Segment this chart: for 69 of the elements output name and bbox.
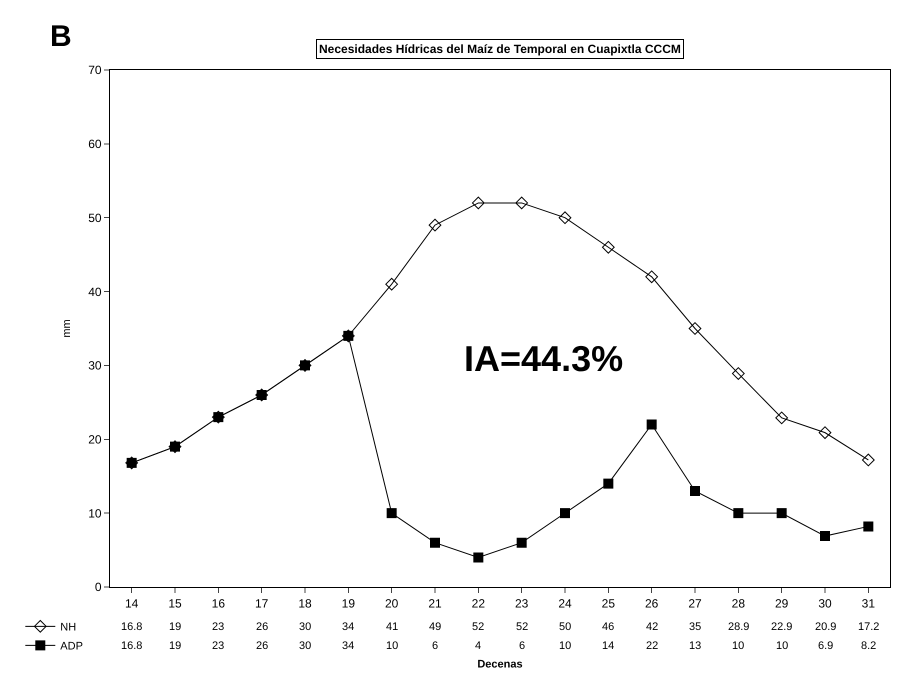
chart-title: Necesidades Hídricas del Maíz de Temporal en Cuapixtla CCCM bbox=[319, 42, 681, 56]
x-tick-label: 19 bbox=[342, 596, 356, 610]
data-label: 6.9 bbox=[818, 640, 834, 652]
data-label: 10 bbox=[732, 640, 744, 652]
x-tick-label: 17 bbox=[254, 596, 269, 610]
data-label: 34 bbox=[342, 640, 354, 652]
data-label: 8.2 bbox=[861, 640, 876, 652]
data-label: 52 bbox=[516, 621, 528, 633]
data-label: 19 bbox=[169, 640, 182, 652]
text: B bbox=[50, 20, 72, 53]
x-tick-label: 28 bbox=[732, 596, 746, 610]
data-label: 35 bbox=[689, 621, 702, 633]
y-tick-label: 20 bbox=[88, 432, 102, 446]
data-label: 28.9 bbox=[728, 621, 750, 633]
data-label: 22 bbox=[646, 640, 658, 652]
data-label: 16.8 bbox=[121, 640, 142, 652]
data-label: 13 bbox=[689, 640, 702, 652]
data-label: 42 bbox=[646, 621, 658, 633]
data-label: 46 bbox=[602, 621, 614, 633]
data-label: 50 bbox=[559, 621, 572, 633]
data-label: 26 bbox=[256, 621, 268, 633]
data-label: 23 bbox=[212, 621, 224, 633]
x-axis-title: Decenas bbox=[477, 658, 523, 671]
x-tick-label: 20 bbox=[384, 596, 399, 610]
data-label: 20.9 bbox=[815, 621, 836, 633]
data-label: 41 bbox=[386, 621, 398, 633]
x-tick-label: 25 bbox=[602, 596, 616, 610]
x-tick-label: 18 bbox=[298, 596, 312, 610]
data-label: 14 bbox=[602, 640, 614, 652]
annotation: IA=44.3% bbox=[464, 338, 624, 379]
x-tick-label: 15 bbox=[168, 596, 182, 610]
y-tick-label: 50 bbox=[88, 210, 102, 225]
x-tick-label: 23 bbox=[514, 596, 529, 610]
data-label: 6 bbox=[519, 640, 526, 652]
data-label: 17.2 bbox=[858, 621, 880, 633]
x-tick-label: 31 bbox=[862, 596, 876, 610]
x-tick-label: 14 bbox=[124, 596, 139, 610]
data-label: 6 bbox=[432, 640, 438, 652]
x-tick-label: 29 bbox=[774, 596, 789, 610]
data-label: 16.8 bbox=[121, 621, 142, 633]
data-label: 19 bbox=[169, 621, 182, 633]
y-tick-label: 0 bbox=[94, 580, 102, 594]
x-tick-label: 30 bbox=[818, 596, 832, 610]
data-label: 10 bbox=[386, 640, 398, 652]
x-tick-label: 27 bbox=[688, 596, 702, 610]
legend-label: NH bbox=[60, 622, 76, 634]
y-axis-title: mm bbox=[60, 319, 73, 338]
data-label: 30 bbox=[299, 621, 312, 633]
data-label: 26 bbox=[256, 640, 268, 652]
data-label: 10 bbox=[559, 640, 572, 652]
data-label: 30 bbox=[299, 640, 312, 652]
x-tick-label: 21 bbox=[428, 596, 442, 610]
data-label: 10 bbox=[776, 640, 788, 652]
x-tick-label: 24 bbox=[558, 596, 572, 610]
y-tick-label: 70 bbox=[88, 63, 102, 78]
y-tick-label: 10 bbox=[88, 506, 102, 520]
y-tick-label: 60 bbox=[88, 137, 102, 152]
data-label: 4 bbox=[475, 640, 482, 652]
data-label: 22.9 bbox=[771, 621, 792, 633]
data-label: 52 bbox=[472, 621, 484, 633]
legend-label: ADP bbox=[60, 640, 83, 653]
y-tick-label: 30 bbox=[88, 358, 102, 373]
data-label: 49 bbox=[429, 621, 442, 633]
data-label: 34 bbox=[342, 621, 354, 633]
data-label: 23 bbox=[212, 640, 224, 652]
y-tick-label: 40 bbox=[88, 284, 102, 299]
x-tick-label: 26 bbox=[644, 596, 659, 610]
x-tick-label: 22 bbox=[472, 596, 486, 610]
x-tick-label: 16 bbox=[212, 596, 226, 610]
